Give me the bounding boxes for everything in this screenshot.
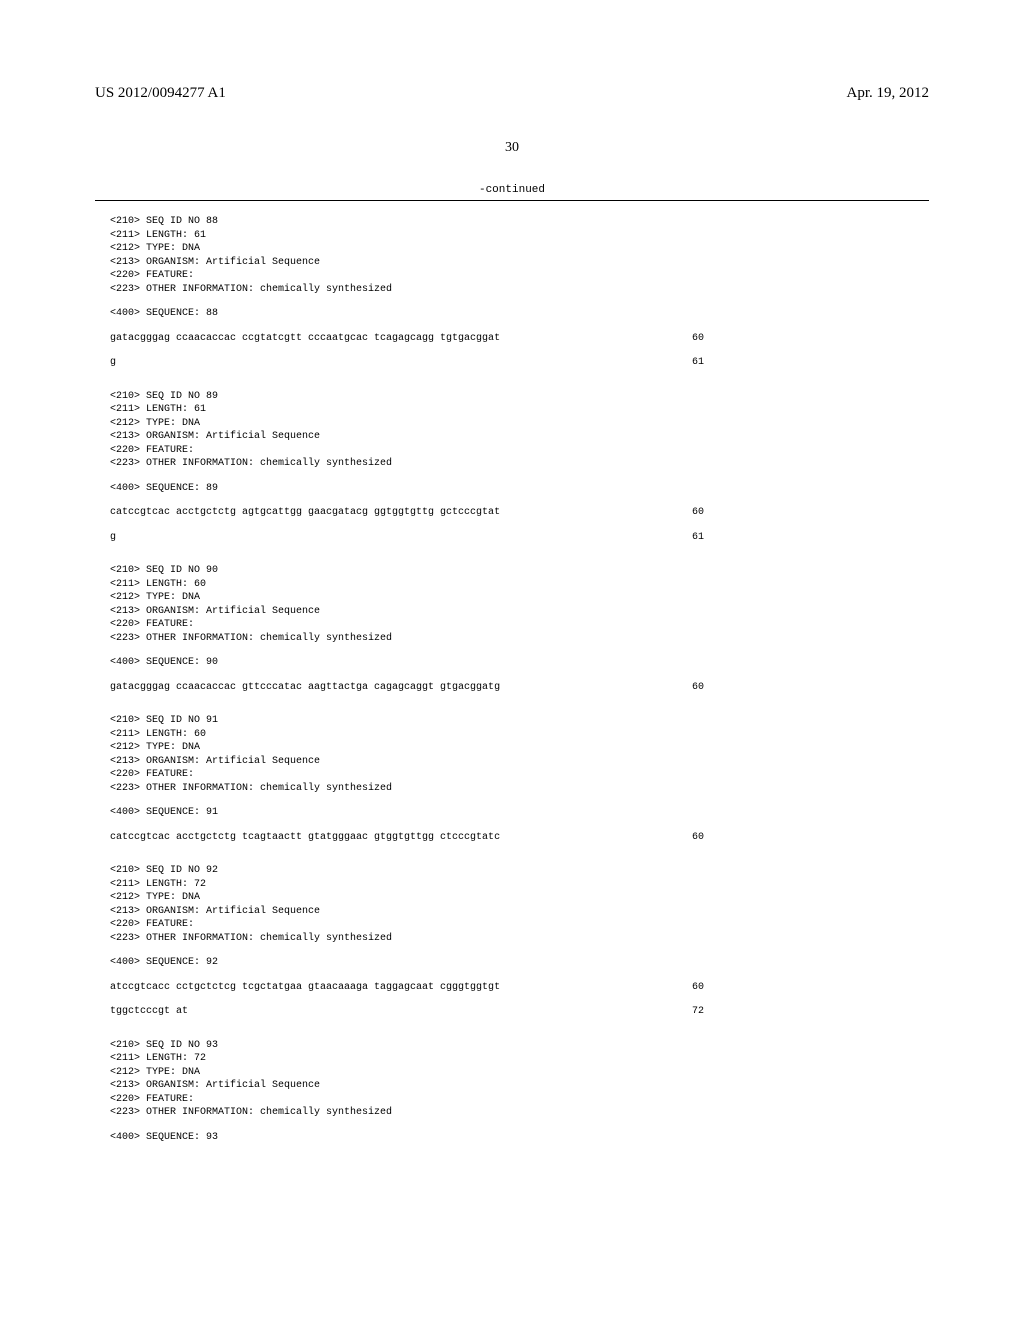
- seq-data-row: gatacgggag ccaacaccac gttcccatac aagttac…: [110, 681, 914, 695]
- seq-label-line: <400> SEQUENCE: 93: [110, 1131, 914, 1145]
- seq-length-line: <211> LENGTH: 60: [110, 578, 914, 592]
- seq-feature-line: <220> FEATURE:: [110, 1093, 914, 1107]
- seq-other-info-line: <223> OTHER INFORMATION: chemically synt…: [110, 632, 914, 646]
- seq-organism-line: <213> ORGANISM: Artificial Sequence: [110, 605, 914, 619]
- seq-id-line: <210> SEQ ID NO 93: [110, 1039, 914, 1053]
- seq-data-num: 60: [692, 831, 914, 845]
- seq-data-num: 60: [692, 981, 914, 995]
- seq-data-num: 60: [692, 681, 914, 695]
- seq-organism-line: <213> ORGANISM: Artificial Sequence: [110, 755, 914, 769]
- seq-other-info-line: <223> OTHER INFORMATION: chemically synt…: [110, 283, 914, 297]
- seq-id-line: <210> SEQ ID NO 89: [110, 390, 914, 404]
- seq-data-row: tggctcccgt at 72: [110, 1005, 914, 1019]
- sequence-block: <210> SEQ ID NO 89 <211> LENGTH: 61 <212…: [110, 390, 914, 545]
- publication-number: US 2012/0094277 A1: [95, 85, 226, 102]
- seq-data-row: catccgtcac acctgctctg tcagtaactt gtatggg…: [110, 831, 914, 845]
- seq-type-line: <212> TYPE: DNA: [110, 1066, 914, 1080]
- seq-feature-line: <220> FEATURE:: [110, 768, 914, 782]
- seq-type-line: <212> TYPE: DNA: [110, 591, 914, 605]
- seq-feature-line: <220> FEATURE:: [110, 618, 914, 632]
- seq-type-line: <212> TYPE: DNA: [110, 891, 914, 905]
- seq-data-text: gatacgggag ccaacaccac ccgtatcgtt cccaatg…: [110, 332, 692, 346]
- seq-length-line: <211> LENGTH: 72: [110, 1052, 914, 1066]
- seq-length-line: <211> LENGTH: 61: [110, 229, 914, 243]
- sequence-block: <210> SEQ ID NO 91 <211> LENGTH: 60 <212…: [110, 714, 914, 844]
- seq-data-text: catccgtcac acctgctctg agtgcattgg gaacgat…: [110, 506, 692, 520]
- seq-data-num: 60: [692, 332, 914, 346]
- sequence-block: <210> SEQ ID NO 93 <211> LENGTH: 72 <212…: [110, 1039, 914, 1145]
- seq-data-text: atccgtcacc cctgctctcg tcgctatgaa gtaacaa…: [110, 981, 692, 995]
- seq-label-line: <400> SEQUENCE: 89: [110, 482, 914, 496]
- seq-length-line: <211> LENGTH: 61: [110, 403, 914, 417]
- seq-label-line: <400> SEQUENCE: 88: [110, 307, 914, 321]
- seq-other-info-line: <223> OTHER INFORMATION: chemically synt…: [110, 932, 914, 946]
- seq-data-text: tggctcccgt at: [110, 1005, 692, 1019]
- seq-data-num: 72: [692, 1005, 914, 1019]
- seq-type-line: <212> TYPE: DNA: [110, 417, 914, 431]
- seq-organism-line: <213> ORGANISM: Artificial Sequence: [110, 256, 914, 270]
- seq-label-line: <400> SEQUENCE: 91: [110, 806, 914, 820]
- seq-data-row: catccgtcac acctgctctg agtgcattgg gaacgat…: [110, 506, 914, 520]
- seq-data-text: catccgtcac acctgctctg tcagtaactt gtatggg…: [110, 831, 692, 845]
- page-number: 30: [0, 140, 1024, 156]
- seq-id-line: <210> SEQ ID NO 88: [110, 215, 914, 229]
- seq-id-line: <210> SEQ ID NO 91: [110, 714, 914, 728]
- seq-other-info-line: <223> OTHER INFORMATION: chemically synt…: [110, 782, 914, 796]
- seq-id-line: <210> SEQ ID NO 92: [110, 864, 914, 878]
- seq-id-line: <210> SEQ ID NO 90: [110, 564, 914, 578]
- seq-data-row: g 61: [110, 531, 914, 545]
- continued-label: -continued: [0, 184, 1024, 196]
- seq-data-text: g: [110, 531, 692, 545]
- publication-date: Apr. 19, 2012: [847, 85, 930, 102]
- sequence-block: <210> SEQ ID NO 88 <211> LENGTH: 61 <212…: [110, 215, 914, 370]
- seq-feature-line: <220> FEATURE:: [110, 444, 914, 458]
- seq-organism-line: <213> ORGANISM: Artificial Sequence: [110, 1079, 914, 1093]
- sequence-block: <210> SEQ ID NO 90 <211> LENGTH: 60 <212…: [110, 564, 914, 694]
- seq-label-line: <400> SEQUENCE: 92: [110, 956, 914, 970]
- seq-data-num: 61: [692, 531, 914, 545]
- seq-data-row: atccgtcacc cctgctctcg tcgctatgaa gtaacaa…: [110, 981, 914, 995]
- sequence-listing-content: <210> SEQ ID NO 88 <211> LENGTH: 61 <212…: [0, 201, 1024, 1144]
- sequence-block: <210> SEQ ID NO 92 <211> LENGTH: 72 <212…: [110, 864, 914, 1019]
- seq-length-line: <211> LENGTH: 72: [110, 878, 914, 892]
- seq-type-line: <212> TYPE: DNA: [110, 741, 914, 755]
- seq-type-line: <212> TYPE: DNA: [110, 242, 914, 256]
- page-header: US 2012/0094277 A1 Apr. 19, 2012: [0, 0, 1024, 112]
- seq-data-row: gatacgggag ccaacaccac ccgtatcgtt cccaatg…: [110, 332, 914, 346]
- seq-other-info-line: <223> OTHER INFORMATION: chemically synt…: [110, 457, 914, 471]
- seq-feature-line: <220> FEATURE:: [110, 918, 914, 932]
- seq-organism-line: <213> ORGANISM: Artificial Sequence: [110, 905, 914, 919]
- seq-data-text: g: [110, 356, 692, 370]
- seq-data-row: g 61: [110, 356, 914, 370]
- seq-other-info-line: <223> OTHER INFORMATION: chemically synt…: [110, 1106, 914, 1120]
- seq-feature-line: <220> FEATURE:: [110, 269, 914, 283]
- seq-data-num: 60: [692, 506, 914, 520]
- seq-label-line: <400> SEQUENCE: 90: [110, 656, 914, 670]
- seq-length-line: <211> LENGTH: 60: [110, 728, 914, 742]
- seq-data-text: gatacgggag ccaacaccac gttcccatac aagttac…: [110, 681, 692, 695]
- seq-data-num: 61: [692, 356, 914, 370]
- seq-organism-line: <213> ORGANISM: Artificial Sequence: [110, 430, 914, 444]
